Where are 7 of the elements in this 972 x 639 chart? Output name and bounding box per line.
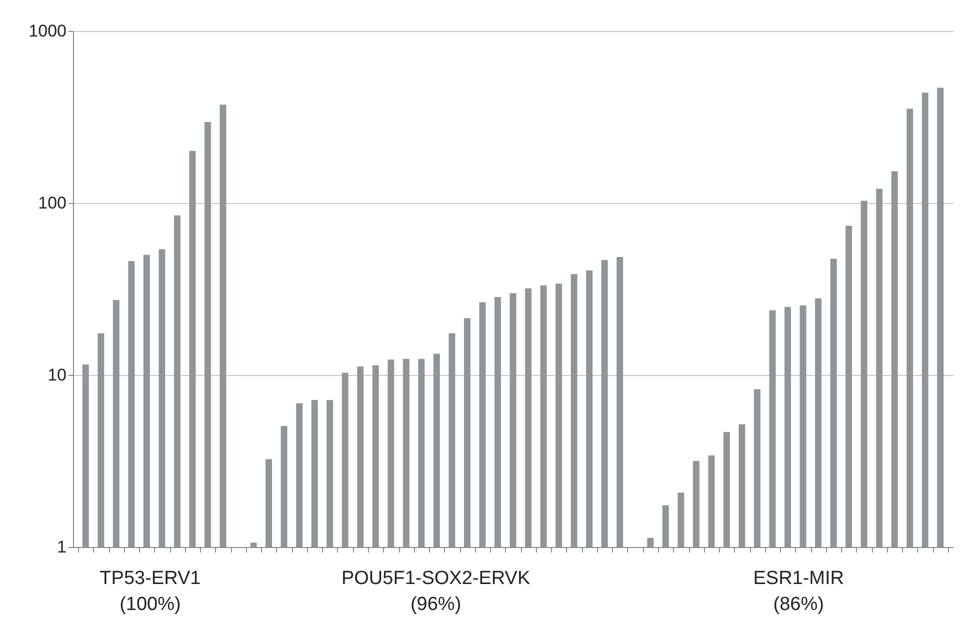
y-tick-label: 10 — [48, 366, 66, 384]
text: TP53-ERV1 (100%) — [100, 568, 201, 615]
text: ESR1-MIR (86%) — [753, 568, 844, 615]
y-tick-label: 1 — [57, 538, 66, 556]
y-tick-label: 1000 — [28, 22, 66, 40]
y-tick-label: 100 — [38, 194, 66, 212]
text: POU5F1-SOX2-ERVK (96%) — [341, 568, 530, 615]
